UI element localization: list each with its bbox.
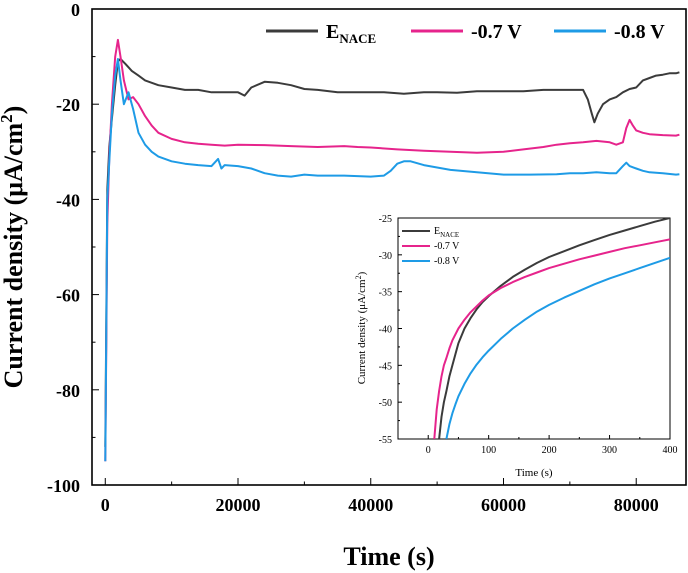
- main-legend-label-enace: ENACE: [326, 21, 376, 46]
- inset-series-line-1: [433, 238, 670, 439]
- inset-y-axis-title-text: Current density (μA/cm: [356, 279, 368, 384]
- main-y-axis-title-text: Current density (μA/cm: [0, 122, 28, 388]
- main-legend-label-enace-main: E: [326, 21, 339, 43]
- inset-x-axis-title: Time (s): [515, 467, 553, 479]
- inset-y-tick-label: -25: [379, 214, 392, 225]
- inset-background: [310, 200, 684, 478]
- main-x-tick-label: 0: [101, 495, 110, 515]
- main-y-axis-title-sup: 2: [0, 114, 16, 123]
- main-x-tick-label: 20000: [216, 495, 261, 515]
- main-y-tick-label: 0: [71, 0, 80, 20]
- inset-x-tick-label: 0: [426, 445, 431, 456]
- main-series-group: [104, 38, 680, 462]
- inset-series-line-2: [445, 256, 670, 439]
- main-series-line-2: [104, 58, 680, 462]
- main-y-tick-label: -100: [47, 476, 80, 496]
- inset-ticks-group: 0 100 200 300 400 -25 -30 -35 -40 -45 -50 -55: [379, 214, 678, 456]
- inset-legend-label-07v: -0.7 V: [434, 241, 460, 252]
- inset-y-tick-label: -55: [379, 435, 392, 446]
- inset-y-axis-title-sup: 2: [354, 275, 363, 279]
- main-x-tick-label: 40000: [348, 495, 393, 515]
- inset-y-tick-label: -40: [379, 325, 392, 336]
- main-legend-label-enace-sub: NACE: [339, 31, 376, 46]
- main-x-tick-label: 80000: [614, 495, 659, 515]
- inset-y-tick-label: -50: [379, 398, 392, 409]
- main-y-tick-label: -40: [56, 190, 80, 210]
- inset-x-tick-label: 100: [481, 445, 496, 456]
- main-y-axis-title: Current density (μA/cm2): [0, 106, 28, 389]
- inset-y-tick-label: -30: [379, 251, 392, 262]
- main-y-axis-title-end: ): [0, 106, 28, 115]
- main-y-tick-label: -60: [56, 286, 80, 306]
- inset-x-tick-label: 200: [542, 445, 557, 456]
- inset-legend-label-enace-sub: NACE: [440, 231, 459, 239]
- inset-series-group: [433, 218, 670, 439]
- main-y-tick-label: -80: [56, 381, 80, 401]
- inset-y-tick-label: -35: [379, 288, 392, 299]
- main-legend-label-08v: -0.8 V: [614, 21, 665, 43]
- main-legend: ENACE -0.7 V -0.8 V: [266, 21, 665, 46]
- inset-x-tick-label: 300: [602, 445, 617, 456]
- inset-x-tick-label: 400: [663, 445, 678, 456]
- main-x-axis-title: Time (s): [343, 542, 434, 571]
- inset-y-axis-title-end: ): [356, 271, 368, 275]
- main-series-line-1: [104, 38, 680, 462]
- inset-y-tick-label: -45: [379, 361, 392, 372]
- inset-legend: ENACE -0.7 V -0.8 V: [402, 226, 460, 267]
- inset-legend-label-enace-main: E: [434, 226, 440, 237]
- main-legend-label-07v: -0.7 V: [471, 21, 522, 43]
- main-y-tick-label: -20: [56, 95, 80, 115]
- inset-plot: 0 100 200 300 400 -25 -30 -35 -40 -45 -50 -55 Time …: [310, 200, 684, 479]
- main-ticks-group: 0 20000 40000 60000 80000 0 -20 -40 -60 -80 -100: [47, 0, 659, 515]
- inset-y-axis-title: Current density (μA/cm2): [354, 271, 368, 384]
- main-series-line-0: [104, 58, 680, 447]
- inset-legend-label-08v: -0.8 V: [434, 256, 460, 267]
- main-x-tick-label: 60000: [481, 495, 526, 515]
- inset-legend-label-enace: ENACE: [434, 226, 459, 239]
- inset-series-line-0: [438, 218, 670, 439]
